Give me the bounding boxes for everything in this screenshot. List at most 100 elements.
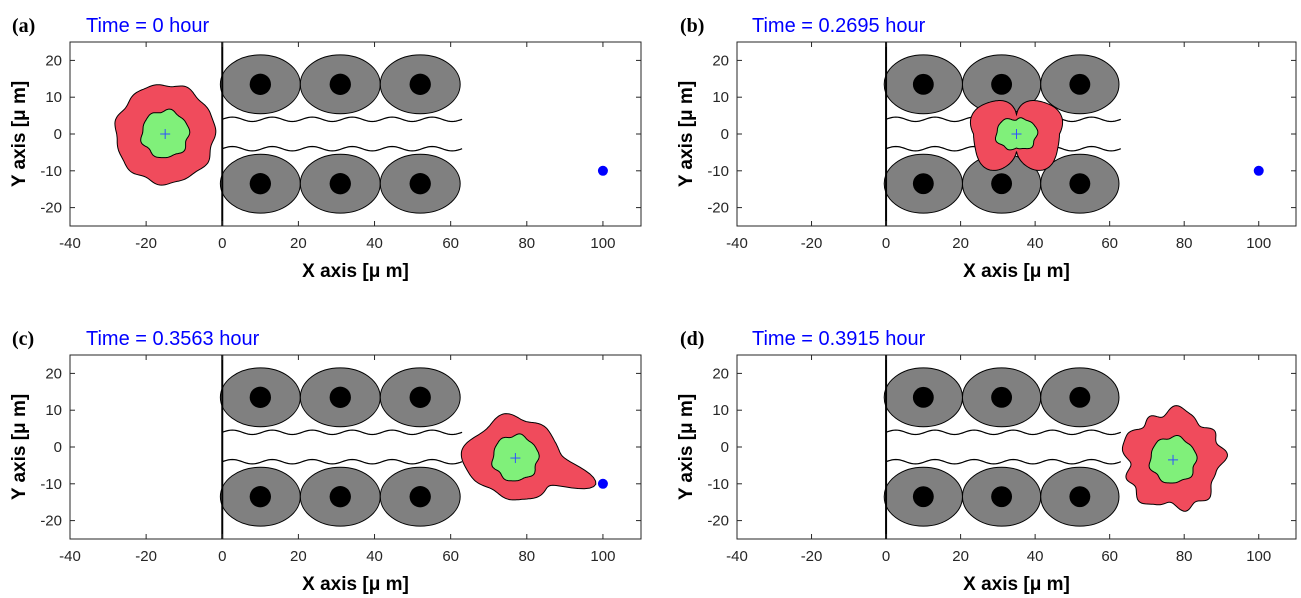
y-tick-label: 20 bbox=[45, 52, 62, 69]
obstacle-nucleus bbox=[409, 73, 431, 95]
x-tick-label: 80 bbox=[1176, 235, 1193, 252]
channel-wall bbox=[222, 458, 463, 465]
obstacle-nucleus bbox=[1069, 386, 1091, 408]
y-tick-label: -20 bbox=[40, 513, 62, 530]
y-tick-label: 10 bbox=[45, 89, 62, 106]
x-tick-label: 100 bbox=[1246, 235, 1271, 252]
x-tick-label: -20 bbox=[801, 548, 823, 565]
plot-content bbox=[114, 42, 608, 226]
time-title: Time = 0.3563 hour bbox=[86, 328, 260, 350]
y-tick-label: -20 bbox=[707, 200, 729, 217]
y-tick-label: 0 bbox=[721, 439, 729, 456]
x-tick-label: 60 bbox=[442, 548, 459, 565]
obstacle-nucleus bbox=[249, 486, 271, 508]
obstacle-nucleus bbox=[1069, 73, 1091, 95]
x-tick-label: 100 bbox=[1246, 548, 1271, 565]
obstacle-nucleus bbox=[329, 386, 351, 408]
x-tick-label: 80 bbox=[518, 235, 535, 252]
obstacle-nucleus bbox=[912, 486, 934, 508]
plot-content bbox=[219, 355, 608, 539]
plot-content bbox=[883, 42, 1264, 226]
obstacle-nucleus bbox=[409, 486, 431, 508]
y-tick-label: 10 bbox=[45, 402, 62, 419]
panel-label: (a) bbox=[12, 15, 35, 37]
y-tick-label: -10 bbox=[40, 476, 62, 493]
x-axis-title: X axis [μ m] bbox=[302, 574, 409, 595]
plot-content bbox=[883, 355, 1228, 539]
target-point bbox=[597, 165, 608, 176]
panel-label: (d) bbox=[680, 328, 704, 350]
y-tick-label: 10 bbox=[712, 402, 729, 419]
y-tick-label: 20 bbox=[712, 52, 729, 69]
obstacle-nucleus bbox=[329, 73, 351, 95]
obstacle-nucleus bbox=[1069, 173, 1091, 195]
x-tick-label: 60 bbox=[1101, 548, 1118, 565]
x-tick-label: -40 bbox=[726, 548, 748, 565]
time-title: Time = 0.2695 hour bbox=[752, 15, 926, 37]
target-point bbox=[1253, 165, 1264, 176]
obstacle-nucleus bbox=[1069, 486, 1091, 508]
obstacle-nucleus bbox=[249, 173, 271, 195]
y-axis-title: Y axis [μ m] bbox=[9, 81, 30, 187]
y-tick-label: -20 bbox=[40, 200, 62, 217]
target-point bbox=[597, 478, 608, 489]
x-tick-label: 40 bbox=[1027, 548, 1044, 565]
y-tick-label: 0 bbox=[721, 126, 729, 143]
obstacle-nucleus bbox=[991, 73, 1013, 95]
x-tick-label: 0 bbox=[218, 235, 226, 252]
x-tick-label: 20 bbox=[952, 548, 969, 565]
y-axis-title: Y axis [μ m] bbox=[676, 394, 697, 500]
x-axis-title: X axis [μ m] bbox=[963, 574, 1070, 595]
obstacle-nucleus bbox=[912, 386, 934, 408]
y-tick-label: -10 bbox=[40, 163, 62, 180]
channel-wall bbox=[222, 429, 463, 436]
x-tick-label: 100 bbox=[590, 235, 615, 252]
channel-wall bbox=[222, 116, 463, 123]
obstacle-nucleus bbox=[912, 73, 934, 95]
y-tick-label: 20 bbox=[45, 365, 62, 382]
x-tick-label: -20 bbox=[801, 235, 823, 252]
y-axis-title: Y axis [μ m] bbox=[9, 394, 30, 500]
x-tick-label: 0 bbox=[218, 548, 226, 565]
obstacle-nucleus bbox=[249, 386, 271, 408]
x-tick-label: -20 bbox=[135, 235, 157, 252]
panel-label: (c) bbox=[12, 328, 34, 350]
y-tick-label: -10 bbox=[707, 163, 729, 180]
obstacle-nucleus bbox=[991, 386, 1013, 408]
x-axis-title: X axis [μ m] bbox=[302, 261, 409, 282]
obstacle-nucleus bbox=[991, 173, 1013, 195]
y-tick-label: -10 bbox=[707, 476, 729, 493]
y-tick-label: 10 bbox=[712, 89, 729, 106]
channel-wall bbox=[222, 145, 463, 152]
x-tick-label: 60 bbox=[442, 235, 459, 252]
channel-wall bbox=[885, 458, 1122, 465]
time-title: Time = 0.3915 hour bbox=[752, 328, 926, 350]
channel-wall bbox=[885, 429, 1122, 436]
y-tick-label: -20 bbox=[707, 513, 729, 530]
x-tick-label: 80 bbox=[518, 548, 535, 565]
x-tick-label: 0 bbox=[882, 235, 890, 252]
obstacle-nucleus bbox=[329, 486, 351, 508]
x-tick-label: -20 bbox=[135, 548, 157, 565]
x-tick-label: -40 bbox=[59, 235, 81, 252]
obstacle-nucleus bbox=[329, 173, 351, 195]
x-tick-label: 60 bbox=[1101, 235, 1118, 252]
panel-label: (b) bbox=[680, 15, 704, 37]
y-axis-title: Y axis [μ m] bbox=[676, 81, 697, 187]
obstacle-nucleus bbox=[409, 386, 431, 408]
obstacle-nucleus bbox=[249, 73, 271, 95]
x-tick-label: 20 bbox=[290, 548, 307, 565]
x-tick-label: 80 bbox=[1176, 548, 1193, 565]
y-tick-label: 0 bbox=[54, 439, 62, 456]
time-title: Time = 0 hour bbox=[86, 15, 210, 37]
x-tick-label: 0 bbox=[882, 548, 890, 565]
x-tick-label: 40 bbox=[366, 548, 383, 565]
x-tick-label: -40 bbox=[59, 548, 81, 565]
obstacle-nucleus bbox=[991, 486, 1013, 508]
obstacle-nucleus bbox=[409, 173, 431, 195]
